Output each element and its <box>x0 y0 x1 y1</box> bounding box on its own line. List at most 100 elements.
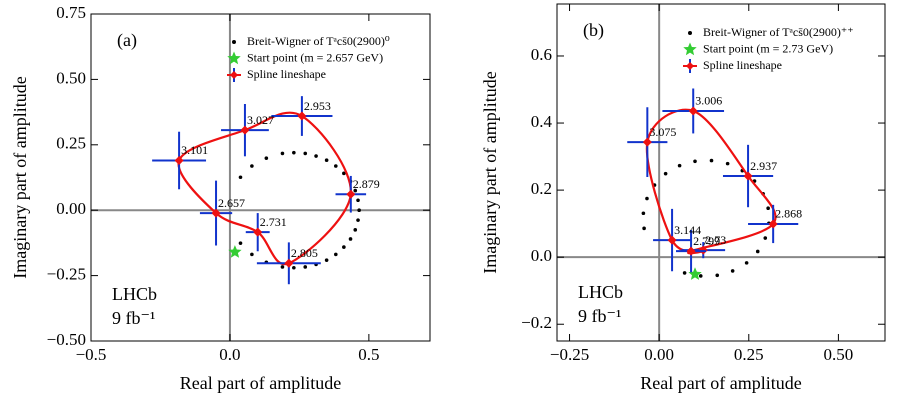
spline-point <box>686 246 696 256</box>
x-tick-label: 0.50 <box>824 345 854 364</box>
spline-point <box>667 235 677 245</box>
point-label: 2.937 <box>750 159 777 173</box>
bw-point <box>709 158 714 163</box>
spline-point <box>688 106 698 116</box>
x-tick-label: 0.0 <box>219 345 240 364</box>
y-tick-label: −0.25 <box>47 265 86 284</box>
point-label: 2.73 <box>705 233 726 247</box>
experiment-label: LHCb <box>578 282 623 302</box>
spline-point <box>211 208 221 218</box>
y-tick-label: 0.4 <box>531 112 553 131</box>
bw-point <box>324 158 329 163</box>
bw-point <box>357 208 361 212</box>
legend-icon <box>232 40 236 44</box>
bw-point <box>314 154 318 158</box>
experiment-label: LHCb <box>112 284 157 304</box>
bw-point <box>353 188 358 193</box>
bw-point <box>693 159 697 164</box>
legend-label: Spline lineshape <box>703 58 782 72</box>
legend-label: Start point (m = 2.73 GeV) <box>703 41 833 55</box>
point-label: 2.805 <box>291 246 318 260</box>
point-label: 2.657 <box>218 196 245 210</box>
bw-point <box>642 226 646 231</box>
panel-label: (b) <box>583 20 604 41</box>
spline-point <box>743 171 753 181</box>
y-tick-label: 0.0 <box>531 246 552 265</box>
start-point <box>228 245 242 258</box>
x-tick-label: −0.5 <box>76 345 107 364</box>
panel: −0.25 0.00 0.25 0.50 −0.2 0.0 0.2 0.4 0.6 Real pa… <box>480 3 886 393</box>
point-label: 3.006 <box>695 94 722 108</box>
y-tick-label: −0.50 <box>47 330 86 349</box>
point-label: 2.953 <box>304 99 331 113</box>
legend-icon <box>227 51 241 65</box>
spline-point <box>253 227 263 237</box>
bw-point <box>303 151 308 156</box>
bw-point <box>763 236 768 240</box>
bw-point <box>715 273 720 278</box>
x-tick-label: 0.25 <box>734 345 764 364</box>
bw-point <box>342 245 346 249</box>
bw-point <box>698 274 703 278</box>
legend-icon <box>683 42 697 56</box>
bw-point <box>264 156 269 160</box>
bw-point <box>348 237 353 241</box>
bw-point <box>250 164 254 168</box>
x-axis-label: Real part of amplitude <box>640 373 801 393</box>
bw-point <box>663 171 668 176</box>
spline-point <box>346 189 356 199</box>
point-label: 2.799 <box>693 234 720 248</box>
bw-point <box>641 211 646 216</box>
plot-frame <box>556 3 886 342</box>
start-point <box>688 267 702 280</box>
bw-point <box>677 163 682 168</box>
spline-point <box>174 155 184 165</box>
point-label: 3.101 <box>181 143 208 157</box>
legend-label: Breit-Wigner of Tᵃcs̄0(2900)⁺⁺ <box>703 25 854 39</box>
bw-point <box>356 218 360 222</box>
bw-point <box>280 151 285 156</box>
point-label: 3.144 <box>674 223 701 237</box>
spline-point <box>642 137 652 147</box>
y-axis-label: Imaginary part of amplitude <box>480 71 500 273</box>
point-label: 2.868 <box>775 207 802 221</box>
bw-point <box>353 228 358 232</box>
y-tick-label: 0.2 <box>531 179 552 198</box>
y-tick-label: −0.2 <box>521 313 552 332</box>
plot-frame <box>90 13 431 342</box>
spline-point <box>297 111 307 121</box>
bw-point <box>342 171 346 176</box>
x-tick-label: −0.25 <box>550 345 589 364</box>
spline-point <box>240 125 250 135</box>
bw-point <box>238 241 243 245</box>
y-tick-label: 0.50 <box>56 68 86 87</box>
bw-point <box>356 198 360 203</box>
bw-point <box>334 252 338 257</box>
point-label: 2.731 <box>260 215 287 229</box>
bw-point <box>303 265 308 269</box>
spline-point <box>768 219 778 229</box>
bw-point <box>755 249 760 254</box>
point-label: 3.027 <box>247 113 274 127</box>
bw-point <box>238 175 243 180</box>
point-label: 3.075 <box>649 125 676 139</box>
bw-point <box>744 261 749 265</box>
x-tick-label: 0.00 <box>644 345 674 364</box>
spline-point <box>284 258 294 268</box>
bw-point <box>324 258 329 262</box>
y-tick-label: 0.6 <box>531 45 552 64</box>
y-axis-label: Imaginary part of amplitude <box>10 76 30 278</box>
bw-point <box>292 265 296 270</box>
legend-icon <box>688 31 692 35</box>
bw-point <box>645 196 649 201</box>
legend-label: Start point (m = 2.657 GeV) <box>247 50 383 64</box>
panel-label: (a) <box>117 30 137 51</box>
x-axis-label: Real part of amplitude <box>180 373 341 393</box>
spline-curve <box>177 111 352 266</box>
y-tick-label: 0.25 <box>56 134 86 153</box>
legend-icon <box>230 71 238 79</box>
bw-point <box>334 164 338 168</box>
luminosity-label: 9 fb⁻¹ <box>578 306 621 326</box>
bw-point <box>730 269 735 273</box>
